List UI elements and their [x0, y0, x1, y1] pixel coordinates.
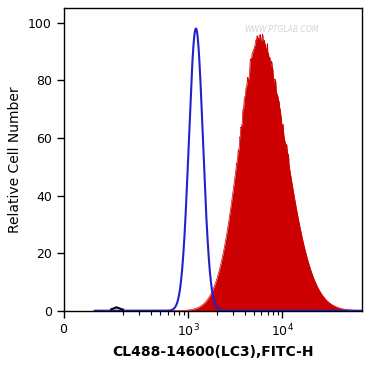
X-axis label: CL488-14600(LC3),FITC-H: CL488-14600(LC3),FITC-H — [112, 345, 313, 359]
Text: WWW.PTGLAB.COM: WWW.PTGLAB.COM — [244, 25, 319, 34]
Y-axis label: Relative Cell Number: Relative Cell Number — [9, 86, 22, 233]
